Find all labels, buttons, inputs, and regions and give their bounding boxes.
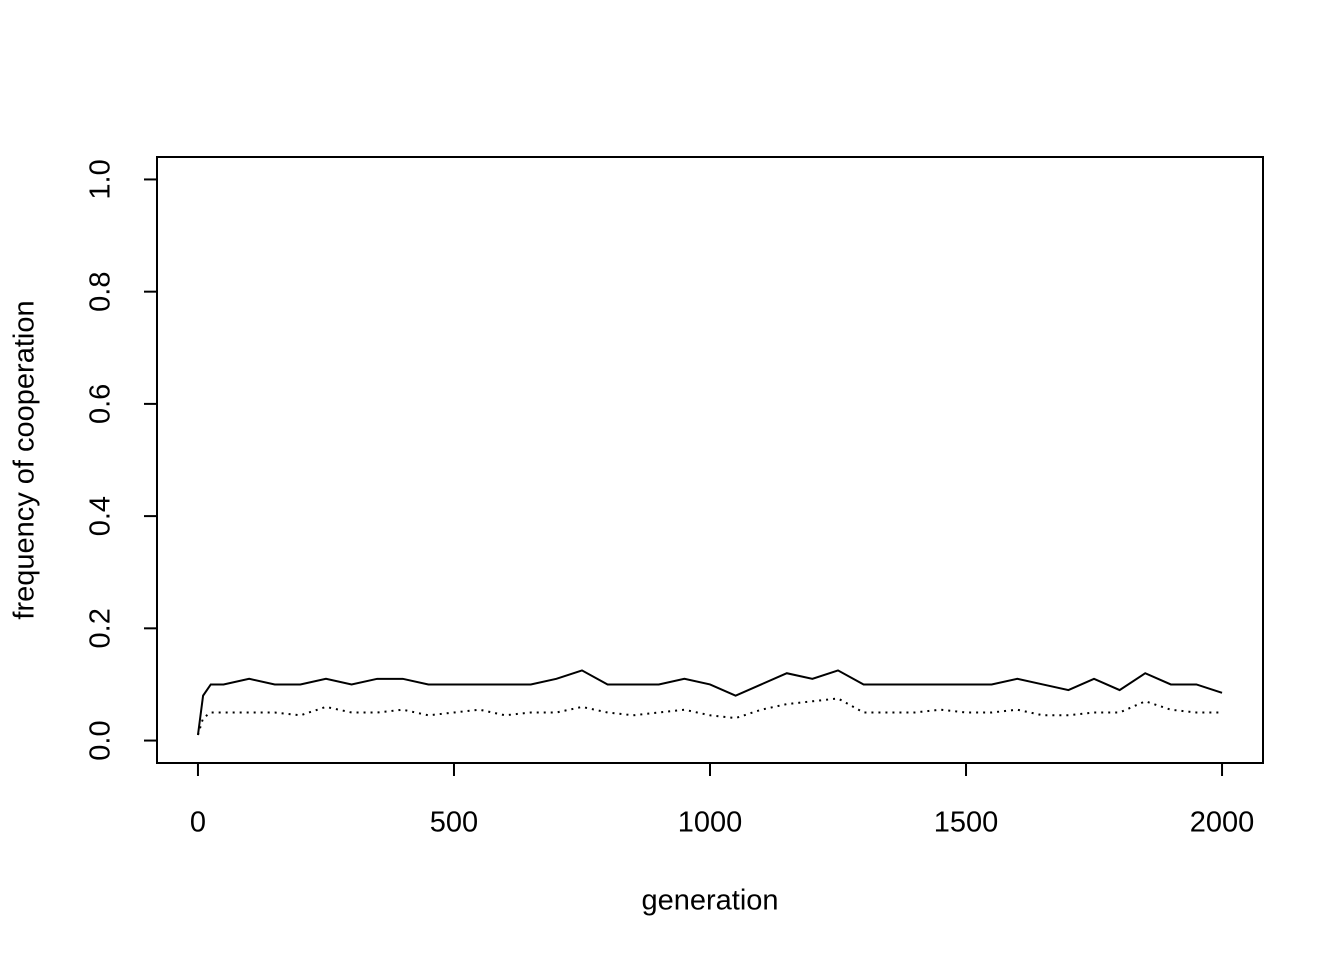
y-tick-label: 0.2 — [85, 608, 117, 648]
x-tick-label: 2000 — [1190, 807, 1255, 839]
x-axis-label: generation — [641, 885, 778, 917]
x-tick-label: 1500 — [934, 807, 999, 839]
y-tick-label: 0.4 — [85, 496, 117, 536]
y-tick-label: 0.8 — [85, 272, 117, 312]
series-line — [196, 669, 1223, 736]
x-tick-label: 0 — [190, 807, 206, 839]
x-tick-label: 1000 — [678, 807, 743, 839]
y-tick-label: 1.0 — [85, 159, 117, 199]
y-tick-label: 0.0 — [85, 720, 117, 760]
x-tick-label: 500 — [430, 807, 478, 839]
series-line — [197, 697, 1223, 736]
plot-frame — [156, 156, 1264, 764]
y-tick-label: 0.6 — [85, 384, 117, 424]
y-axis-label: frequency of cooperation — [9, 300, 41, 619]
